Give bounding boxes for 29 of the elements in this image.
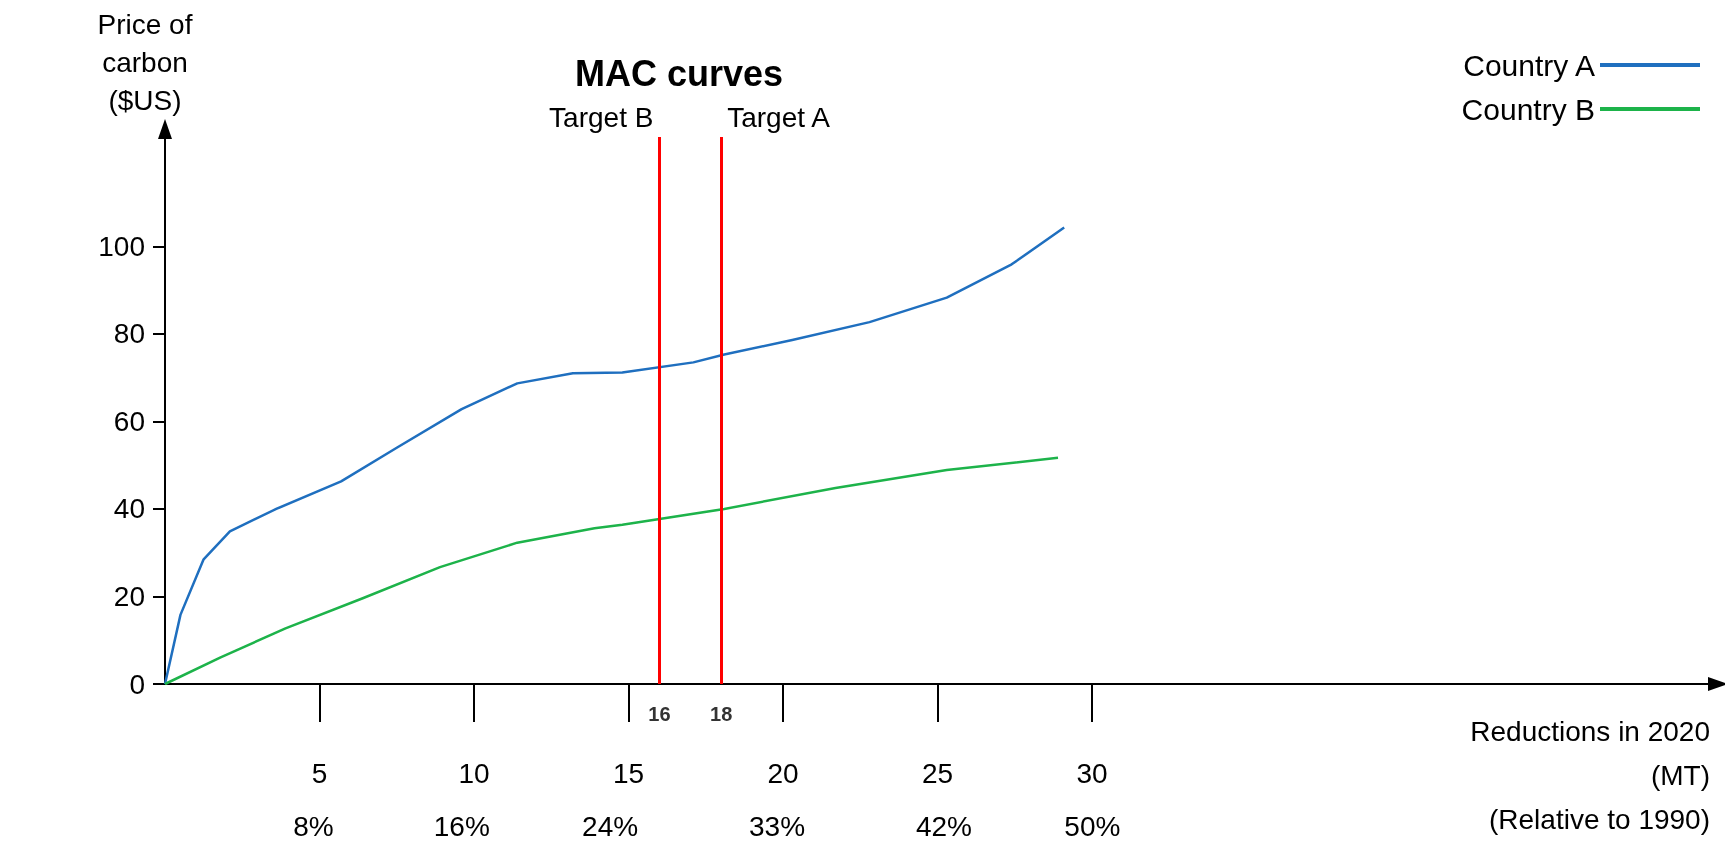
- ref-line-label: Target B: [549, 101, 654, 133]
- y-tick-label: 100: [98, 230, 145, 262]
- y-axis-title: Price of carbon ($US): [97, 8, 193, 116]
- y-tick-label: 80: [113, 318, 145, 350]
- legend-label: Country A: [1463, 48, 1595, 82]
- x-tick-label: 15: [612, 757, 645, 789]
- x2-tick-label: 42%: [915, 810, 973, 842]
- x2-tick-label: 33%: [749, 810, 806, 842]
- x-tick-label: 30: [1076, 757, 1108, 789]
- x2-tick-label: 50%: [1064, 810, 1121, 842]
- x2-tick-label: 16%: [433, 810, 490, 842]
- x-tick-label: 10: [458, 757, 490, 789]
- chart-title: MAC curves: [575, 52, 784, 94]
- ref-line-label: Target A: [727, 101, 831, 133]
- y-tick-label: 60: [113, 405, 145, 437]
- x2-tick-label: 24%: [582, 810, 639, 842]
- x-tick-label: 20: [767, 757, 799, 789]
- y-tick-label: 20: [113, 580, 145, 612]
- line-series: [163, 456, 1060, 686]
- x-axis-title: Reductions in 2020 (MT) (Relative to 1990): [1470, 715, 1710, 835]
- y-tick-label: 40: [113, 493, 145, 525]
- annotation: 18: [710, 703, 733, 725]
- x-tick-label: 25: [921, 757, 954, 789]
- annotation: 16: [648, 703, 671, 725]
- x2-tick-label: 8%: [293, 810, 334, 842]
- line-series: [163, 226, 1066, 686]
- y-tick-label: 0: [129, 668, 145, 700]
- legend-label: Country B: [1461, 92, 1595, 126]
- x-tick-label: 5: [311, 757, 328, 789]
